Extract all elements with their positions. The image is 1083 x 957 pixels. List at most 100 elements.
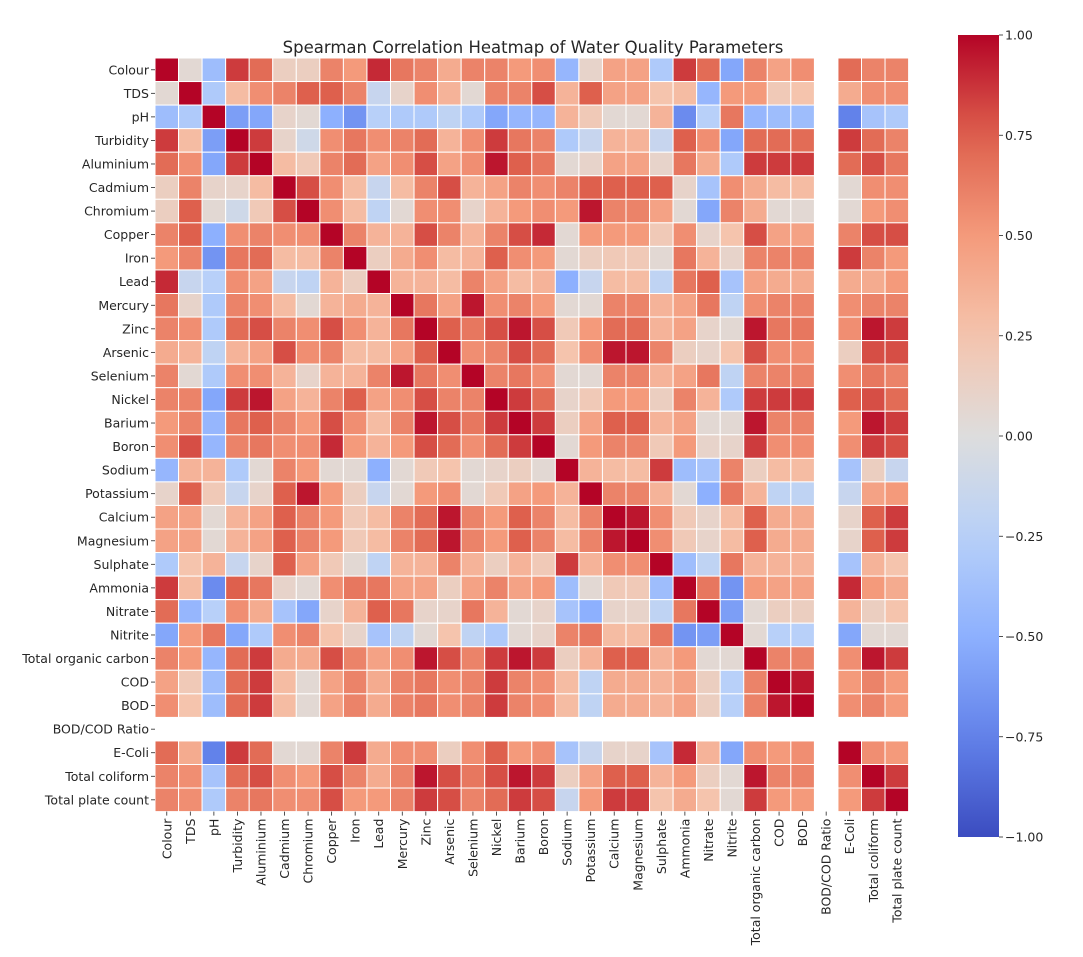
heatmap-cell [413,481,439,506]
heatmap-cell [884,175,910,200]
y-tick-label: Copper [104,227,150,242]
heatmap-cell [295,222,321,247]
heatmap-cell [884,504,910,530]
heatmap-cell [295,764,321,789]
heatmap-cell [460,316,486,342]
heatmap-cell [272,81,297,106]
heatmap-cell [625,787,651,813]
heatmap-cell [696,387,721,412]
heatmap-cell [601,104,627,130]
heatmap-cell [437,81,462,106]
heatmap-cell [390,552,415,577]
heatmap-cell [225,128,250,153]
heatmap-cell [554,504,580,530]
heatmap-cell [625,198,651,224]
heatmap-cell [201,151,227,177]
heatmap-cell [484,387,509,412]
heatmap-cell [507,316,533,342]
heatmap-cell [201,340,227,365]
heatmap-cell [554,128,580,153]
heatmap-cell [295,57,321,83]
heatmap-cell [649,293,674,318]
heatmap-cell [884,552,910,577]
x-tick-label: Selenium [465,819,480,877]
heatmap-cell [649,693,674,718]
heatmap-cell [790,198,815,224]
heatmap-cell [743,104,768,130]
heatmap-cell [390,245,415,271]
heatmap-cell [225,764,250,789]
heatmap-cell [672,57,698,83]
heatmap-cell [272,622,297,648]
heatmap-cell [672,787,698,813]
heatmap-cell [625,151,651,177]
heatmap-cell [295,128,321,153]
heatmap-cell [743,316,768,342]
heatmap-cell [696,740,721,766]
heatmap-cell [460,175,486,200]
heatmap-cell [154,646,180,671]
heatmap-cell [484,363,509,389]
heatmap-cell [649,528,674,554]
heatmap-cell [790,552,815,577]
heatmap-cell [248,434,274,459]
x-tick-label: pH [206,819,221,836]
heatmap-cell [390,575,415,601]
heatmap-cell [649,151,674,177]
heatmap-cell [861,151,886,177]
heatmap-cell [861,269,886,295]
heatmap-cell [484,528,509,554]
heatmap-cell [366,787,392,813]
x-tick-label: Calcium [607,819,622,869]
heatmap-cell [719,128,745,153]
heatmap-cell [837,128,863,153]
heatmap-cell [342,622,368,648]
heatmap-cell [342,787,368,813]
heatmap-cell [342,245,368,271]
heatmap-cell [484,222,509,247]
heatmap-cell [272,316,297,342]
heatmap-cell [154,57,180,83]
heatmap-cell [884,764,910,789]
heatmap-cell [484,316,509,342]
heatmap-cell [225,575,250,601]
heatmap-cell [578,764,603,789]
heatmap-cell [366,245,392,271]
heatmap-cell [649,552,674,577]
heatmap-cell [861,57,886,83]
heatmap-cell [743,175,768,200]
heatmap-cell [225,151,250,177]
heatmap-cell [719,198,745,224]
heatmap-cell [154,764,180,789]
heatmap-cell [248,387,274,412]
heatmap-cell [178,340,203,365]
heatmap-cell [578,81,603,106]
heatmap-cell [390,410,415,436]
heatmap-cell [884,669,910,695]
y-tick-label: TDS [123,86,149,101]
x-tick-label: Cadmium [277,819,292,879]
heatmap-cell [437,669,462,695]
heatmap-cell [861,410,886,436]
heatmap-cell [413,104,439,130]
heatmap-cell [319,434,344,459]
heatmap-cell [201,316,227,342]
heatmap-cell [319,198,344,224]
heatmap-cell [531,316,556,342]
heatmap-cell [201,764,227,789]
heatmap-cell [295,622,321,648]
heatmap-cell [272,128,297,153]
colorbar-tick-label: −0.50 [1005,629,1043,644]
heatmap-cell [437,340,462,365]
heatmap-cell [178,245,203,271]
heatmap-cell [413,151,439,177]
heatmap-cell [460,104,486,130]
heatmap-cell [390,599,415,624]
heatmap-cell [649,481,674,506]
heatmap-cell [884,81,910,106]
heatmap-cell [625,552,651,577]
heatmap-cell [649,222,674,247]
heatmap-cell [790,316,815,342]
heatmap-cell [578,222,603,247]
heatmap-cell [484,457,509,483]
